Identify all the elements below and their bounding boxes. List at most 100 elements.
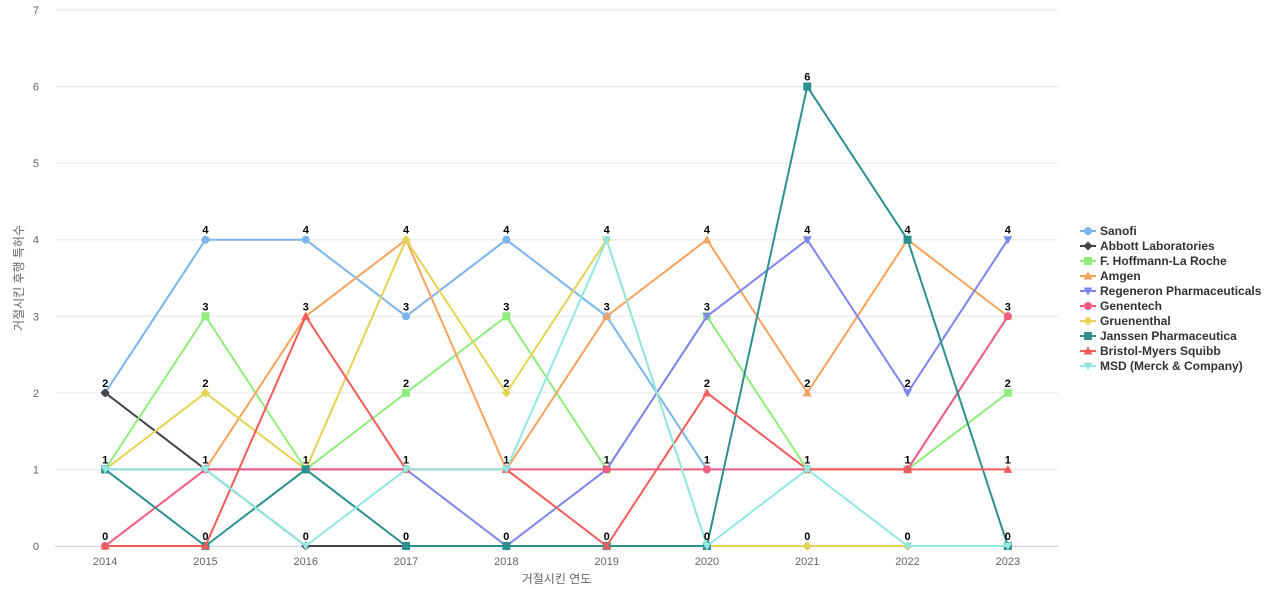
legend-label: F. Hoffmann-La Roche [1100, 254, 1227, 268]
data-point[interactable] [502, 542, 511, 550]
data-label: 0 [1005, 531, 1011, 543]
data-point[interactable] [1003, 388, 1012, 397]
y-tick-label: 7 [33, 5, 39, 17]
data-point[interactable] [802, 236, 812, 245]
data-label: 1 [1005, 454, 1011, 466]
legend-item-amgen[interactable]: Amgen [1080, 269, 1141, 283]
data-point[interactable] [501, 465, 511, 474]
data-point[interactable] [301, 311, 311, 320]
data-label: 4 [704, 225, 711, 237]
data-point[interactable] [301, 465, 310, 474]
series-msd-merck-company [100, 236, 1013, 551]
x-tick-label: 2019 [594, 556, 618, 568]
legend-item-gruenenthal[interactable]: Gruenenthal [1080, 314, 1171, 328]
legend-label: Genentech [1100, 299, 1162, 313]
data-point[interactable] [802, 541, 812, 551]
y-tick-label: 1 [33, 464, 39, 476]
data-point[interactable] [702, 235, 712, 244]
data-point[interactable] [201, 235, 210, 244]
legend-marker [1083, 287, 1093, 296]
y-tick-label: 0 [33, 541, 39, 553]
data-point[interactable] [702, 312, 712, 321]
data-point[interactable] [903, 235, 912, 244]
data-label: 0 [403, 531, 409, 543]
data-label: 1 [403, 454, 409, 466]
data-point[interactable] [803, 82, 812, 91]
legend-item-genentech[interactable]: Genentech [1080, 299, 1162, 313]
data-point[interactable] [602, 311, 612, 320]
legend-item-msd-merck-company[interactable]: MSD (Merck & Company) [1080, 359, 1243, 373]
data-label: 4 [403, 225, 410, 237]
data-label: 2 [102, 378, 108, 390]
data-label: 0 [804, 531, 810, 543]
data-label: 3 [202, 301, 208, 313]
data-point[interactable] [802, 388, 812, 397]
legend-marker [1083, 316, 1093, 326]
data-point[interactable] [903, 464, 913, 473]
data-point[interactable] [702, 542, 712, 551]
x-tick-label: 2020 [695, 556, 719, 568]
data-point[interactable] [802, 465, 812, 474]
data-point[interactable] [602, 541, 612, 550]
legend-marker [1084, 257, 1092, 265]
data-point[interactable] [200, 388, 210, 398]
data-point[interactable] [1003, 312, 1012, 321]
data-point[interactable] [702, 465, 711, 474]
data-label: 4 [804, 225, 811, 237]
legend-item-regeneron-pharmaceuticals[interactable]: Regeneron Pharmaceuticals [1080, 284, 1262, 298]
data-point[interactable] [201, 312, 210, 321]
x-axis-title: 거절시킨 연도 [522, 572, 592, 586]
data-point[interactable] [1003, 542, 1013, 551]
data-point[interactable] [200, 465, 210, 474]
data-point[interactable] [100, 388, 110, 398]
x-tick-label: 2016 [294, 556, 318, 568]
data-point[interactable] [1003, 236, 1013, 245]
legend-item-bristol-myers-squibb[interactable]: Bristol-Myers Squibb [1080, 344, 1221, 358]
data-point[interactable] [301, 542, 311, 551]
legend-item-f-hoffmann-la-roche[interactable]: F. Hoffmann-La Roche [1080, 254, 1227, 268]
data-point[interactable] [401, 235, 411, 245]
data-point[interactable] [301, 235, 310, 244]
data-label: 3 [303, 301, 309, 313]
data-point[interactable] [402, 388, 411, 397]
legend-label: Sanofi [1100, 224, 1137, 238]
data-point[interactable] [501, 388, 511, 398]
data-label: 2 [904, 378, 910, 390]
legend-item-abbott-laboratories[interactable]: Abbott Laboratories [1080, 239, 1215, 253]
x-tick-label: 2017 [394, 556, 418, 568]
data-label: 1 [604, 454, 610, 466]
data-point[interactable] [903, 542, 913, 551]
data-point[interactable] [402, 542, 411, 550]
data-point[interactable] [401, 465, 411, 474]
data-label: 1 [804, 454, 810, 466]
series-bristol-myers-squibb [100, 311, 1013, 550]
data-point[interactable] [1003, 464, 1013, 473]
data-label: 2 [1005, 378, 1011, 390]
legend-label: MSD (Merck & Company) [1100, 359, 1243, 373]
data-point[interactable] [502, 235, 511, 244]
data-point[interactable] [502, 312, 511, 321]
series-line-bristol-myers-squibb [105, 315, 1008, 547]
data-point[interactable] [702, 388, 712, 397]
x-tick-label: 2021 [795, 556, 819, 568]
data-label: 4 [904, 225, 911, 237]
data-label: 0 [604, 531, 610, 543]
data-point[interactable] [100, 465, 110, 474]
series-line-msd-merck-company [105, 238, 1008, 547]
data-point[interactable] [100, 541, 110, 550]
x-tick-label: 2023 [996, 556, 1020, 568]
legend-marker [1083, 346, 1093, 355]
data-label: 3 [604, 301, 610, 313]
data-point[interactable] [602, 236, 612, 245]
data-point[interactable] [602, 465, 611, 474]
data-point[interactable] [402, 312, 411, 321]
legend-item-sanofi[interactable]: Sanofi [1080, 224, 1137, 238]
data-label: 0 [704, 531, 710, 543]
legend-item-janssen-pharmaceutica[interactable]: Janssen Pharmaceutica [1080, 329, 1237, 343]
data-label: 3 [503, 301, 509, 313]
y-tick-label: 4 [33, 235, 39, 247]
data-label: 0 [503, 531, 509, 543]
data-point[interactable] [903, 389, 913, 398]
data-point[interactable] [200, 541, 210, 550]
